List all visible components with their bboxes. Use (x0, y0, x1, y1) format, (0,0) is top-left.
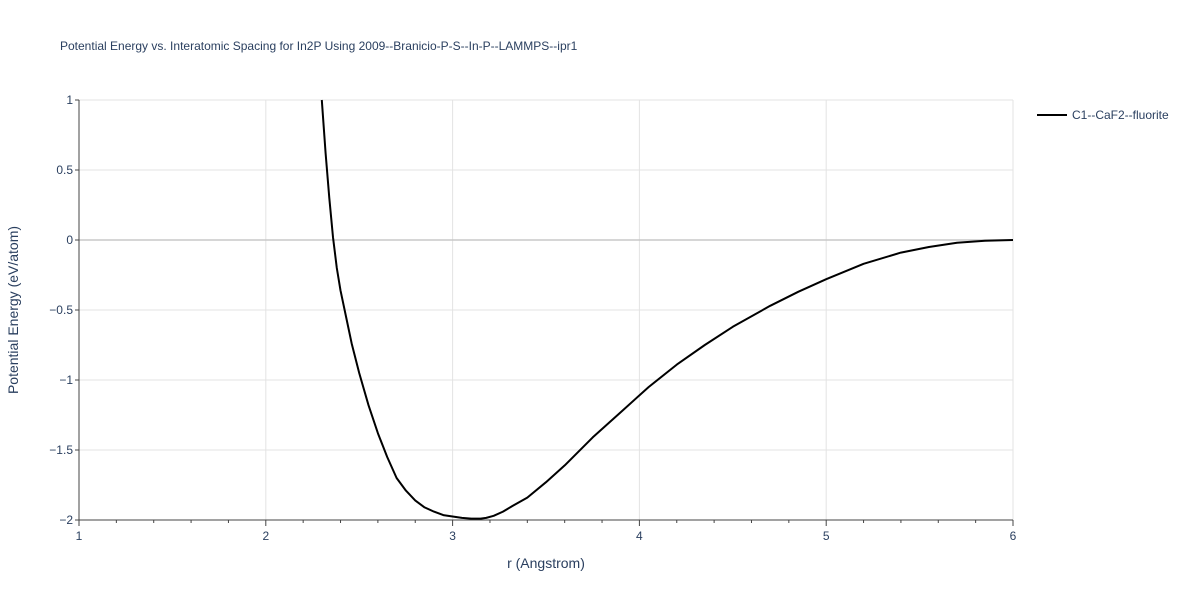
axes (75, 99, 1014, 526)
x-tick-label: 2 (262, 529, 269, 543)
x-tick-label: 5 (823, 529, 830, 543)
grid-lines (78, 99, 1014, 521)
series-line (320, 99, 1014, 520)
y-tick-label: −1 (59, 373, 73, 387)
y-tick-label: 0 (66, 233, 73, 247)
y-tick-label: −2 (59, 513, 73, 527)
series-lines (320, 99, 1014, 520)
tick-labels: 1 2 3 4 5 6 −2 −1.5 −1 −0.5 0 0.5 1 (49, 93, 1016, 543)
y-tick-label: 0.5 (56, 163, 73, 177)
y-tick-label: −1.5 (49, 443, 73, 457)
legend-label: C1--CaF2--fluorite (1072, 108, 1169, 122)
x-tick-label: 6 (1010, 529, 1017, 543)
legend[interactable]: C1--CaF2--fluorite (1037, 108, 1169, 122)
x-axis-title: r (Angstrom) (507, 555, 585, 571)
x-tick-label: 4 (636, 529, 643, 543)
x-tick-label: 1 (76, 529, 83, 543)
chart-title: Potential Energy vs. Interatomic Spacing… (60, 39, 578, 53)
y-tick-label: 1 (66, 93, 73, 107)
y-tick-label: −0.5 (49, 303, 73, 317)
x-tick-label: 3 (449, 529, 456, 543)
y-axis-title: Potential Energy (eV/atom) (5, 226, 21, 394)
